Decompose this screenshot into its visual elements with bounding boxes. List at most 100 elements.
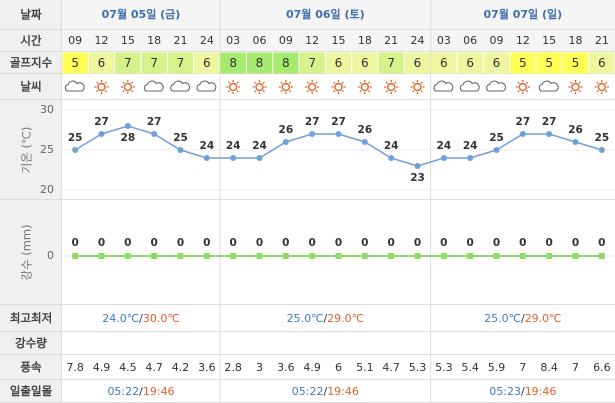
sun-ray: [315, 81, 318, 84]
rain-label: 0: [124, 237, 131, 249]
rain-label: 0: [230, 237, 237, 249]
wind-speed: 3: [256, 361, 263, 374]
wind-speed: 4.9: [303, 361, 321, 374]
sun-times-a: 05:23: [489, 385, 521, 398]
rain-point: [335, 253, 342, 259]
temp-point: [361, 139, 368, 145]
sun-ray: [96, 90, 99, 93]
sun-ray: [341, 81, 344, 84]
sun-times-a: 05:22: [292, 385, 324, 398]
sun-icon: [518, 82, 528, 92]
time-label: 06: [463, 34, 477, 47]
sun-ray: [394, 81, 397, 84]
sun-ray: [367, 90, 371, 93]
temp-label: 27: [147, 116, 162, 128]
min-max-a: 25.0℃: [484, 312, 521, 325]
temp-point: [335, 131, 342, 137]
golf-cell: [404, 52, 431, 74]
time-label: 09: [279, 34, 293, 47]
wind-speed: 3.6: [198, 361, 216, 374]
sun-ray: [420, 81, 423, 84]
row-label: 풍속: [20, 360, 42, 374]
sun-ray: [130, 81, 134, 84]
temp-label: 24: [463, 140, 478, 152]
sun-ray: [570, 90, 573, 93]
rain-label: 0: [98, 237, 105, 249]
sun-icon: [255, 82, 264, 92]
time-label: 09: [68, 34, 82, 47]
rain-label: 0: [177, 237, 184, 249]
sun-icon: [597, 82, 607, 92]
golf-cell: [325, 52, 352, 74]
rain-label: 0: [440, 237, 447, 249]
rain-point: [177, 253, 184, 259]
golf-index: 6: [335, 56, 343, 70]
rain-point: [203, 253, 210, 259]
rain-label: 0: [493, 237, 500, 249]
row-label: 시간: [20, 34, 42, 48]
temp-point: [203, 155, 210, 161]
min-max-b: 30.0℃: [143, 312, 180, 325]
rain-point: [546, 253, 553, 259]
rain-label: 0: [467, 237, 474, 249]
rain-point: [414, 253, 421, 259]
golf-index: 5: [71, 56, 79, 70]
golf-cell: [115, 52, 141, 74]
y-tick-label: 20: [40, 183, 54, 196]
temp-point: [440, 155, 447, 161]
wind-speed: 2.8: [224, 361, 242, 374]
rain-label: 0: [309, 237, 316, 249]
sun-ray: [578, 90, 581, 93]
sun-ray: [517, 81, 520, 84]
golf-index: 8: [229, 56, 237, 70]
sun-ray: [596, 90, 599, 93]
sun-ray: [367, 81, 371, 84]
y-tick-label: 30: [40, 103, 54, 116]
sun-ray: [359, 90, 362, 93]
rain-label: 0: [388, 237, 395, 249]
wind-speed: 4.7: [382, 361, 400, 374]
row-label: 날씨: [20, 80, 41, 94]
row-label: 일출일몰: [10, 384, 53, 398]
sun-icon: [281, 82, 291, 92]
temp-label: 24: [437, 140, 452, 152]
golf-index: 6: [414, 56, 422, 70]
time-label: 12: [305, 34, 319, 47]
min-max-a: 25.0℃: [287, 312, 324, 325]
sun-ray: [96, 81, 99, 84]
temp-point: [493, 147, 500, 153]
golf-index: 8: [256, 56, 264, 70]
sun-icon: [386, 82, 396, 92]
temp-label: 25: [173, 132, 188, 144]
rain-point: [124, 253, 131, 259]
rain-point: [467, 253, 474, 259]
sun-ray: [412, 90, 415, 93]
golf-cell: [483, 52, 510, 74]
rain-label: 0: [572, 237, 579, 249]
rain-point: [230, 253, 237, 259]
golf-cell: [246, 52, 273, 74]
sun-times-b: 19:46: [327, 385, 359, 398]
time-label: 15: [332, 34, 346, 47]
temp-point: [177, 147, 184, 153]
sun-ray: [104, 81, 107, 84]
wind-speed: 5.3: [409, 361, 427, 374]
sun-ray: [394, 90, 397, 93]
temp-label: 26: [568, 124, 583, 136]
row-label: 기온 (℃): [20, 127, 34, 174]
cloud-icon: [433, 80, 454, 92]
rain-label: 0: [256, 237, 263, 249]
temp-label: 27: [331, 116, 346, 128]
sun-ray: [525, 90, 529, 93]
temp-point: [388, 155, 395, 161]
temp-point: [309, 131, 316, 137]
golf-index: 6: [98, 56, 106, 70]
sun-ray: [333, 90, 336, 93]
golf-cell: [220, 52, 246, 74]
cloud-icon: [196, 80, 217, 92]
time-label: 09: [490, 34, 504, 47]
sun-ray: [122, 81, 125, 84]
cloud-icon: [170, 80, 191, 92]
temp-point: [467, 155, 474, 161]
time-label: 24: [411, 34, 425, 47]
